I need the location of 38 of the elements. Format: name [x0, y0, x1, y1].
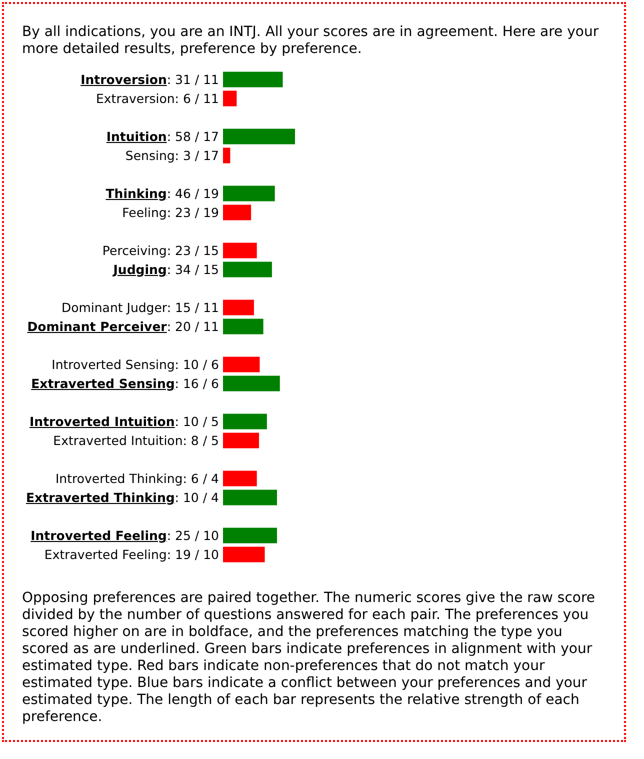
y-tick-label: Introverted Sensing: 10 / 6: [52, 356, 219, 374]
y-tick-label: Perceiving: 23 / 15: [102, 242, 219, 260]
bar: [223, 376, 280, 392]
bar: [223, 300, 254, 316]
bar: [223, 528, 277, 544]
bar: [223, 242, 257, 258]
y-tick-label: Feeling: 23 / 19: [122, 204, 219, 222]
y-tick-label: Dominant Judger: 15 / 11: [61, 298, 219, 316]
y-tick-label: Introverted Intuition: 10 / 5: [30, 412, 219, 430]
y-tick-label: Introverted Thinking: 6 / 4: [55, 470, 219, 488]
y-tick-label: Dominant Perceiver: 20 / 11: [27, 318, 219, 336]
bar: [223, 432, 259, 448]
y-tick-label: Extraverted Thinking: 10 / 4: [26, 488, 219, 506]
bar: [223, 356, 260, 372]
bar: [223, 90, 237, 106]
bar: [223, 546, 265, 562]
bar: [223, 72, 283, 88]
bar: [223, 204, 252, 220]
y-tick-label: Extraversion: 6 / 11: [96, 90, 219, 108]
y-tick-label: Sensing: 3 / 17: [125, 146, 219, 164]
bar: [223, 470, 257, 486]
bar: [223, 414, 267, 430]
y-tick-label: Extraverted Intuition: 8 / 5: [53, 432, 219, 450]
y-tick-label: Thinking: 46 / 19: [106, 184, 219, 202]
bar: [223, 490, 277, 506]
y-tick-label: Intuition: 58 / 17: [106, 128, 219, 146]
bar: [223, 318, 264, 334]
y-tick-label: Judging: 34 / 15: [113, 260, 219, 278]
y-tick-label: Extraverted Feeling: 19 / 10: [44, 546, 219, 564]
text: Opposing preferences are paired together. The numeric scores give the raw score divided by the number of questions answered for each pair. The preferences you scored higher on are in boldface, and the preferences matching the type you scored as are underlined. Green bars indicate preferences in alignment with your estimated type. Red bars indicate non-preferences that do not match your estimated type. Blue bars indicate a conflict between your preferences and your estimated type. The length of each bar represents the relative strength of each preference.: [21, 590, 596, 726]
bar: [223, 186, 275, 202]
y-tick-label: Extraverted Sensing: 16 / 6: [31, 374, 219, 392]
bar: [223, 148, 230, 164]
y-tick-label: Introverted Feeling: 25 / 10: [30, 526, 219, 544]
bar: [223, 128, 295, 144]
chart-title: By all indications, you are an INTJ. All your scores are in agreement. Here are your more detailed results, preference by preference.: [21, 24, 600, 58]
y-tick-label: Introversion: 31 / 11: [80, 70, 219, 88]
bar: [223, 262, 272, 278]
